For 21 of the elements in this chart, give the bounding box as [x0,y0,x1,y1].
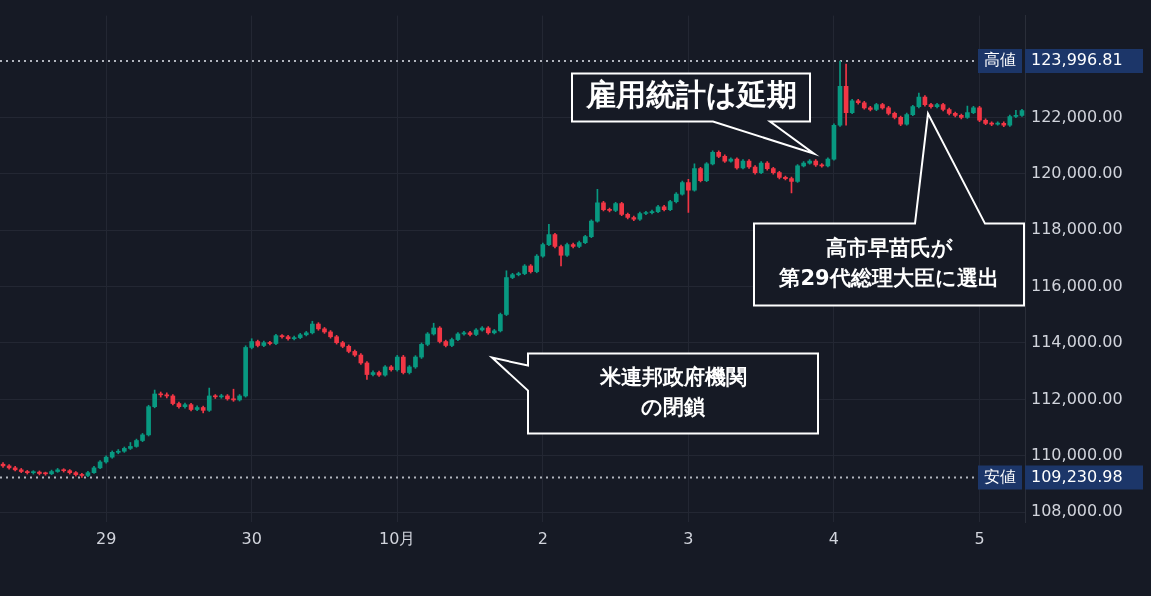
y-tick-label: 118,000.00 [1031,219,1123,239]
y-tick-label: 122,000.00 [1031,106,1123,126]
x-tick-label: 4 [828,528,840,548]
ref-line-label: 安値 109,230.98 [984,466,1123,486]
candlestick [1013,110,1019,118]
x-tick-label: 5 [974,528,985,548]
annotation: 雇用統計は延期 [584,77,797,113]
ref-line-label: 高値 123,996.81 [984,50,1123,70]
y-tick-label: 110,000.00 [1031,444,1123,464]
annotation: 高市早苗氏が第29代総理大臣に選出 [778,236,999,290]
x-tick-label: 3 [683,528,694,548]
annotation: 米連邦政府機関の閉鎖 [598,365,747,419]
x-tick-label: 2 [537,528,548,548]
y-tick-label: 120,000.00 [1031,162,1123,182]
x-tick-label: 30 [241,528,262,548]
y-tick-label: 112,000.00 [1031,388,1123,408]
y-tick-label: 108,000.00 [1031,501,1123,521]
x-tick-label: 10月 [379,528,416,548]
x-tick-label: 29 [95,528,117,548]
y-tick-label: 116,000.00 [1031,275,1123,295]
y-tick-label: 114,000.00 [1031,332,1123,352]
